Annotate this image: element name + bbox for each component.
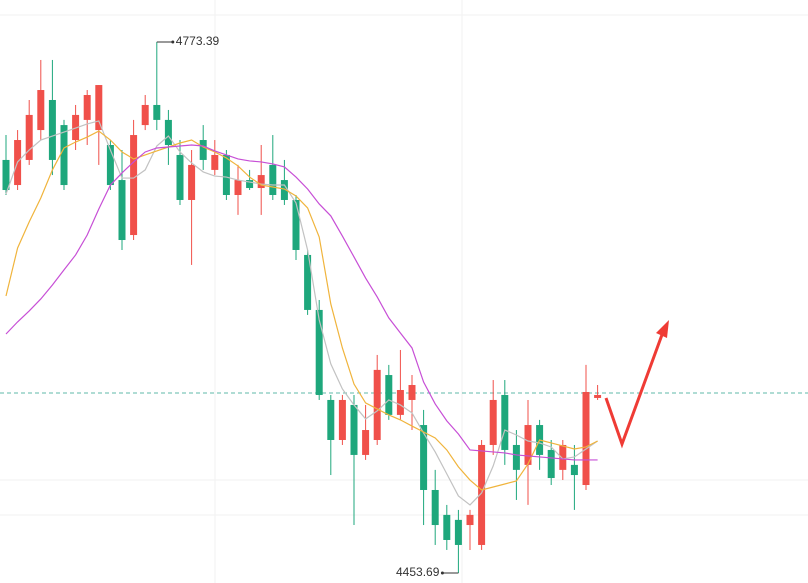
candle-body	[292, 199, 300, 250]
candle-body	[594, 394, 602, 398]
candle-body	[222, 154, 230, 195]
candle-body	[199, 140, 207, 160]
candle-body	[466, 514, 474, 526]
candle-body	[443, 514, 451, 540]
candle-body	[234, 180, 242, 195]
candle-body	[559, 444, 567, 470]
candle-body	[350, 404, 358, 455]
candle-body	[454, 519, 462, 545]
high-leader-dot	[171, 40, 175, 44]
candle-body	[280, 180, 288, 200]
arrow-path	[604, 331, 665, 449]
candle-body	[489, 399, 497, 445]
high-label: 4773.39	[176, 34, 220, 48]
candle-body	[188, 164, 196, 200]
candle-body	[269, 164, 277, 195]
candle-body	[48, 99, 56, 160]
candle-body	[37, 90, 45, 131]
arrow-head	[656, 320, 669, 338]
candle-body	[501, 394, 509, 450]
moving-average-line	[5, 130, 598, 491]
candle-body	[130, 135, 138, 236]
candle-body	[431, 489, 439, 526]
candle-body	[118, 180, 126, 241]
candle-body	[582, 391, 590, 486]
candle-body	[83, 95, 91, 120]
candle-body	[408, 385, 416, 400]
candle-body	[478, 444, 486, 545]
candle-body	[420, 425, 428, 490]
plot-area: 4773.39 4453.69	[0, 34, 808, 579]
moving-average-line	[5, 120, 598, 506]
low-leader-dot	[440, 571, 444, 575]
candle-body	[338, 399, 346, 440]
candle-body	[2, 159, 10, 191]
candle-body	[362, 430, 370, 455]
candle-body	[211, 154, 219, 170]
candle-body	[524, 425, 532, 465]
candle-body	[327, 399, 335, 440]
candle-body	[512, 444, 520, 470]
candle-body	[164, 119, 172, 146]
candle-body	[547, 449, 555, 479]
candle-body	[60, 125, 68, 186]
candle-body	[176, 154, 184, 200]
candle-body	[315, 309, 323, 395]
candle-body	[95, 85, 103, 131]
candle-body	[153, 104, 161, 120]
candle-body	[373, 369, 381, 440]
candle-body	[396, 389, 404, 415]
moving-average-line	[5, 144, 598, 461]
candle-body	[246, 180, 254, 189]
low-label: 4453.69	[396, 565, 440, 579]
candle-body	[304, 254, 312, 310]
candle-body	[385, 375, 393, 415]
candle-body	[106, 145, 114, 186]
candle-body	[25, 114, 33, 160]
forecast-arrow	[604, 320, 669, 449]
candle-body	[257, 175, 265, 189]
candle-body	[141, 104, 149, 126]
candle-body	[570, 464, 578, 476]
